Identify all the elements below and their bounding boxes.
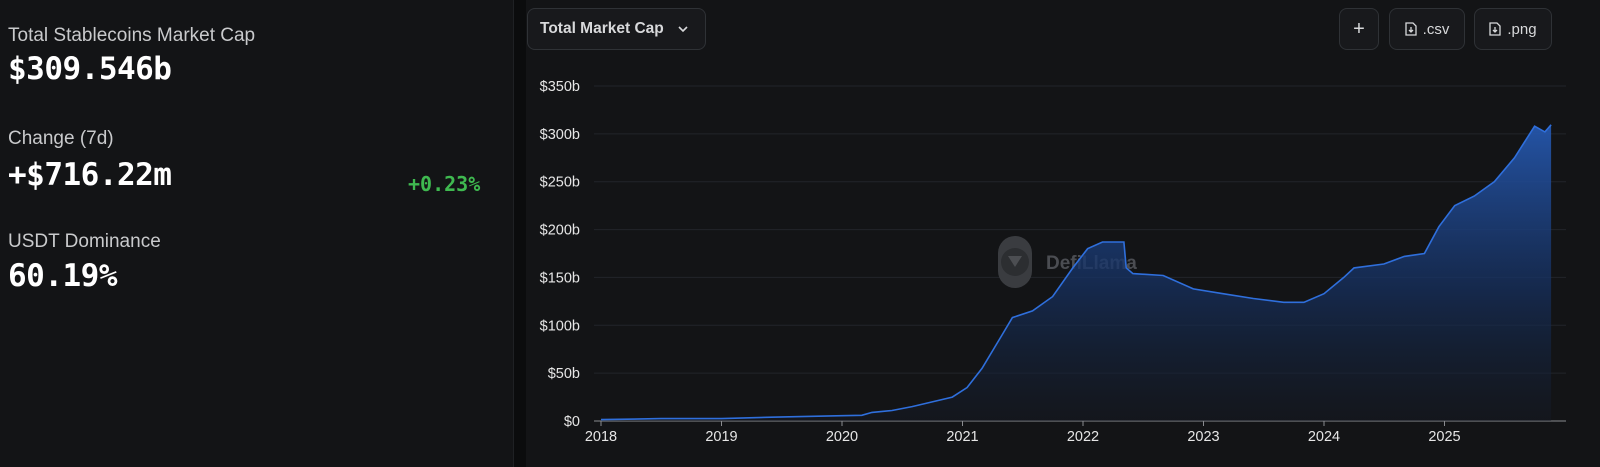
market-cap-value: $309.546b [8,51,172,87]
x-axis: 2018 2019 2020 2021 2022 2023 2024 2025 [585,421,1461,445]
x-tick-label: 2020 [826,429,858,445]
download-icon [1405,22,1417,36]
csv-download-button[interactable]: .csv [1389,8,1465,50]
download-icon [1489,22,1502,36]
change-value: +$716.22m [8,157,172,193]
y-tick-label: $150b [540,270,580,286]
metric-select[interactable]: Total Market Cap [527,8,706,50]
x-tick-label: 2019 [705,429,737,445]
x-tick-label: 2023 [1187,429,1219,445]
y-tick-label: $250b [540,175,580,191]
x-tick-label: 2018 [585,429,617,445]
png-label: .png [1507,20,1537,38]
y-tick-label: $0 [564,414,580,430]
y-tick-label: $350b [540,79,580,95]
chart-panel: DefiLlama $0$50b$100b$150b$200b$250b$300… [526,0,1600,467]
x-tick-label: 2024 [1308,429,1340,445]
stablecoin-chart: DefiLlama $0$50b$100b$150b$200b$250b$300… [540,79,1566,445]
csv-label: .csv [1422,20,1450,38]
market-cap-label: Total Stablecoins Market Cap [8,25,256,46]
dominance-label: USDT Dominance [8,231,161,252]
x-tick-label: 2025 [1428,429,1460,445]
y-tick-label: $50b [548,366,580,382]
x-tick-label: 2021 [946,429,978,445]
add-label: + [1353,17,1365,40]
y-axis: $0 $50b $100b $150b $200b $250b $300b $350b [540,79,580,430]
add-button[interactable]: + [1339,8,1379,50]
series-line [600,124,1552,421]
y-tick-label: $100b [540,318,580,334]
y-tick-label: $300b [540,127,580,143]
series-area [601,124,1552,422]
y-tick-label: $200b [540,223,580,239]
metric-select-label: Total Market Cap [540,20,664,37]
change-percent: +0.23% [408,172,481,196]
change-label: Change (7d) [8,128,114,149]
dominance-value: 60.19% [8,258,117,294]
x-tick-label: 2022 [1067,429,1099,445]
stats-panel: Total Stablecoins Market Cap $309.546b C… [0,0,513,467]
panel-divider [513,0,526,467]
png-download-button[interactable]: .png [1474,8,1552,50]
chevron-down-icon [678,25,688,33]
